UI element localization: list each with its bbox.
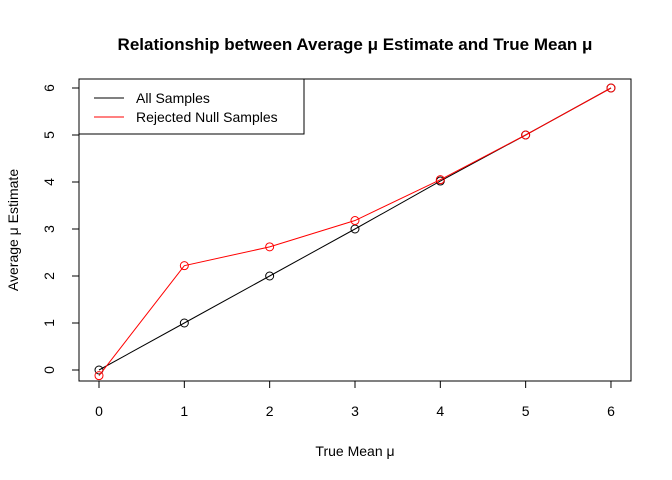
y-tick-label: 6 bbox=[41, 84, 57, 92]
y-tick-label: 5 bbox=[41, 131, 57, 139]
x-tick-label: 2 bbox=[266, 403, 274, 419]
data-point-all-samples bbox=[265, 271, 275, 281]
x-axis: 0 1 2 3 4 5 6 bbox=[95, 380, 615, 419]
data-point-all-samples bbox=[179, 318, 189, 328]
legend-box bbox=[78, 78, 305, 135]
y-tick-label: 3 bbox=[41, 225, 57, 233]
legend-label-rejected-null-samples: Rejected Null Samples bbox=[136, 109, 278, 125]
x-tick-label: 6 bbox=[607, 403, 615, 419]
y-axis: 0 1 2 3 4 5 6 bbox=[41, 84, 80, 374]
x-tick-label: 4 bbox=[436, 403, 444, 419]
x-tick-label: 3 bbox=[351, 403, 359, 419]
x-tick-label: 0 bbox=[95, 403, 103, 419]
data-point-rejected-null-samples bbox=[179, 261, 189, 271]
x-tick-label: 5 bbox=[522, 403, 530, 419]
data-point-rejected-null-samples bbox=[265, 242, 275, 252]
series-layer bbox=[94, 83, 616, 381]
chart-title: Relationship between Average μ Estimate … bbox=[118, 35, 593, 54]
y-tick-label: 1 bbox=[41, 319, 57, 327]
series-line-rejected-null-samples bbox=[98, 87, 612, 376]
legend: All Samples Rejected Null Samples bbox=[78, 78, 305, 135]
data-point-rejected-null-samples bbox=[521, 130, 531, 140]
data-point-rejected-null-samples bbox=[350, 216, 360, 226]
y-tick-label: 0 bbox=[41, 366, 57, 374]
data-point-rejected-null-samples bbox=[435, 175, 445, 185]
x-tick-label: 1 bbox=[180, 403, 188, 419]
data-point-rejected-null-samples bbox=[94, 371, 104, 381]
y-tick-label: 4 bbox=[41, 178, 57, 186]
y-axis-label: Average μ Estimate bbox=[5, 169, 21, 291]
x-axis-label: True Mean μ bbox=[315, 443, 394, 459]
legend-label-all-samples: All Samples bbox=[136, 90, 210, 106]
data-point-rejected-null-samples bbox=[606, 83, 616, 93]
y-tick-label: 2 bbox=[41, 272, 57, 280]
